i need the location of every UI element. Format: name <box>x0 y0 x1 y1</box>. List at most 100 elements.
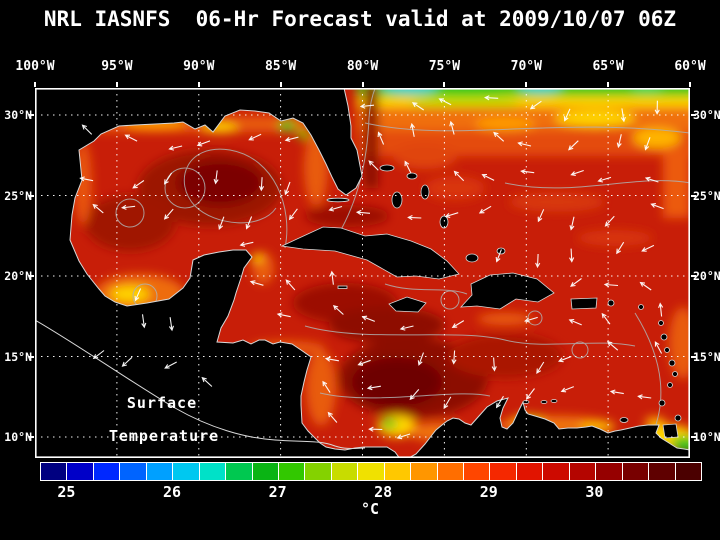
island-florida-keys <box>326 197 350 203</box>
vector-arrow <box>650 203 664 210</box>
vector-arrow <box>92 350 105 360</box>
vector-arrow <box>163 208 174 220</box>
colorbar-segment <box>173 463 200 480</box>
island-antilles <box>664 347 670 353</box>
axis-tick-mark <box>29 194 34 197</box>
vector-arrow <box>568 318 582 326</box>
axis-tick-mark <box>115 82 118 87</box>
current-vector-arrows <box>79 95 664 440</box>
vector-arrow <box>404 160 412 174</box>
axis-tick-mark <box>691 114 696 116</box>
temperature-label: Temperature <box>108 427 220 445</box>
islands <box>280 164 682 439</box>
vector-arrow <box>438 98 452 106</box>
latitude-label: 15°N <box>693 349 720 364</box>
axis-tick-mark <box>691 275 696 277</box>
colorbar-tick-label: 30 <box>585 483 604 501</box>
pacific-coastline <box>35 319 366 449</box>
vector-arrow <box>654 341 663 354</box>
vector-arrow <box>396 433 411 440</box>
vector-arrow <box>245 216 253 230</box>
axis-tick-mark <box>607 82 610 87</box>
vector-arrow <box>606 341 619 351</box>
colorbar-segment <box>252 463 279 480</box>
island-antilles <box>658 320 664 326</box>
colorbar-tick-label: 25 <box>57 483 76 501</box>
vector-arrow <box>535 253 541 269</box>
vector-arrow <box>361 315 375 322</box>
longitude-label: 80°W <box>346 59 379 74</box>
island-antilles <box>672 371 678 377</box>
island-bahamas <box>420 184 430 200</box>
vector-arrow <box>124 134 138 142</box>
vector-arrow <box>368 426 383 432</box>
colorbar-segment <box>93 463 121 480</box>
latitude-label: 25°N <box>4 188 32 203</box>
longitude-label: 75°W <box>428 59 461 74</box>
vector-arrow <box>141 314 147 329</box>
colorbar-segment <box>146 463 174 480</box>
vector-arrow <box>164 361 177 369</box>
vector-arrow <box>491 357 497 372</box>
vector-arrow <box>399 325 414 331</box>
axis-tick-mark <box>691 436 696 438</box>
island-margarita <box>619 417 629 423</box>
colorbar-segment <box>516 463 544 480</box>
vector-arrow <box>604 215 615 227</box>
colorbar-segment <box>490 463 517 480</box>
vector-arrow <box>654 100 660 115</box>
vector-arrow <box>132 180 145 189</box>
latitude-label: 30°N <box>4 108 32 122</box>
vector-arrow <box>329 270 335 285</box>
colorbar-tick-label: 29 <box>479 483 498 501</box>
grid-lines <box>35 88 690 458</box>
island-hispaniola <box>460 272 555 310</box>
island-abc <box>550 399 558 403</box>
longitude-label: 60°W <box>674 59 706 74</box>
vector-arrow <box>644 137 651 151</box>
latitude-label: 20°N <box>693 269 720 283</box>
vector-arrow <box>359 103 375 109</box>
colorbar-segment <box>199 463 227 480</box>
island-antilles <box>607 299 615 307</box>
vector-arrow <box>328 205 343 212</box>
colorbar-segment <box>675 463 701 480</box>
colorbar-segment <box>464 463 491 480</box>
colorbar <box>40 462 702 481</box>
vector-arrow <box>366 385 381 391</box>
island-jamaica <box>388 296 427 313</box>
vector-arrow <box>495 249 502 263</box>
vector-arrow <box>495 395 504 409</box>
vector-arrow <box>520 169 535 175</box>
colorbar-tick-label: 27 <box>268 483 287 501</box>
axis-tick-mark <box>34 82 36 87</box>
island-trinidad <box>662 423 679 439</box>
vector-arrow <box>620 108 626 123</box>
longitude-label: 85°W <box>264 59 297 74</box>
land-south-america <box>407 397 690 458</box>
vector-arrow <box>92 203 104 214</box>
vector-arrow <box>569 248 575 263</box>
vector-arrow <box>658 302 664 317</box>
island-abc <box>540 400 548 404</box>
colorbar-segment <box>278 463 306 480</box>
latitude-label: 10°N <box>4 430 32 444</box>
vector-arrow <box>493 131 505 142</box>
island-puerto-rico <box>570 297 598 310</box>
vector-arrow <box>443 396 452 410</box>
vector-arrow <box>568 140 579 151</box>
island-antilles <box>668 359 676 367</box>
vector-arrow <box>603 282 619 288</box>
vector-arrow <box>417 352 425 366</box>
vector-arrow <box>536 361 545 375</box>
vector-arrow <box>258 177 265 192</box>
vector-arrow <box>569 216 575 231</box>
vector-arrow <box>288 208 298 221</box>
island-cuba <box>280 226 460 280</box>
vector-arrow <box>529 100 542 110</box>
vector-arrow <box>444 212 459 218</box>
vector-arrow <box>168 145 183 151</box>
vector-arrow <box>641 244 655 252</box>
axis-tick-mark <box>279 82 282 87</box>
